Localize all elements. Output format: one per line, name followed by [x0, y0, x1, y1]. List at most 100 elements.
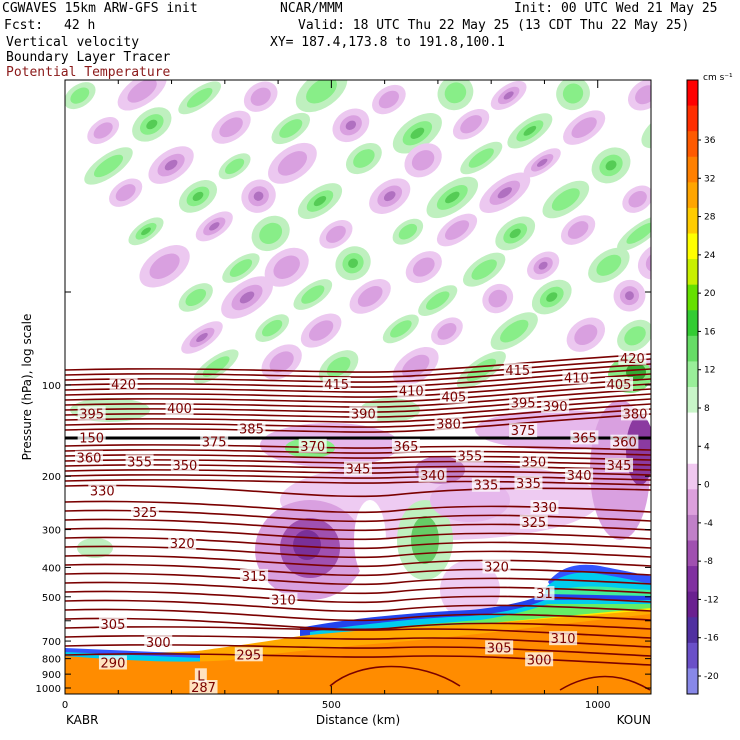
downdraft-cell: [319, 219, 353, 249]
x-axis-label: Distance (km): [316, 713, 400, 727]
updraft-cell: [617, 215, 651, 251]
colorbar-label: 24: [704, 251, 716, 261]
downdraft-cell: [404, 143, 442, 178]
theta-contour: [65, 599, 651, 613]
cell-inner: [186, 87, 213, 108]
theta-contour: [65, 368, 651, 388]
downdraft-cell: [300, 313, 342, 348]
downdraft-cell: [563, 110, 606, 145]
cell-inner: [219, 117, 243, 138]
cell-outer: [637, 243, 651, 280]
theta-label: 385: [239, 422, 264, 437]
theta-label-bg: [610, 434, 639, 449]
cell-inner: [402, 354, 430, 378]
downdraft-cell: [637, 243, 651, 280]
cell-inner: [378, 90, 399, 109]
theta-contour: [65, 644, 651, 657]
y-tick-label: 300: [42, 526, 61, 537]
cell-inner: [279, 119, 303, 138]
colorbar-label: 0: [704, 481, 710, 491]
cell-inner: [277, 151, 308, 176]
theta-label-bg: [418, 468, 447, 483]
theta-contour: [65, 554, 651, 568]
updraft-cell: [218, 153, 251, 180]
theta-label: 415: [324, 378, 349, 393]
theta-label: L: [197, 669, 205, 684]
theta-contours: [65, 353, 651, 691]
theta-label-bg: [237, 421, 266, 436]
cell-core: [192, 191, 204, 201]
updraft-cell: [132, 107, 172, 142]
updraft-cell: [463, 252, 506, 287]
cell-inner: [444, 82, 467, 104]
colorbar-swatch: [687, 566, 698, 593]
updraft-cell: [128, 217, 164, 246]
updraft-cell: [418, 285, 458, 316]
colorbar-label: -16: [704, 634, 719, 644]
y-tick-label: 400: [42, 563, 61, 574]
field-boundary-layer-tracer: Boundary Layer Tracer: [6, 50, 171, 65]
colorbar-swatch: [687, 207, 698, 234]
theta-label-bg: [570, 430, 599, 445]
tracer-main: [65, 614, 651, 694]
theta-label-bg: [144, 634, 173, 649]
theta-label: 345: [346, 462, 371, 477]
theta-label-bg: [541, 398, 570, 413]
updraft-cell: [382, 314, 419, 344]
theta-contour: [65, 635, 651, 648]
x-tick-label: 0: [62, 700, 68, 711]
cell-inner: [471, 259, 497, 280]
theta-contour: [65, 563, 651, 577]
theta-contour: [65, 527, 651, 541]
colorbar-swatch: [687, 642, 698, 669]
updraft-cell: [293, 279, 333, 310]
theta-label: 300: [527, 653, 552, 668]
theta-label-bg: [455, 448, 484, 463]
downdraft-cell: [622, 185, 651, 213]
updraft-cell: [335, 246, 371, 281]
cell-inner: [398, 223, 418, 240]
colorbar-swatch: [687, 156, 698, 183]
colorbar-swatch: [687, 105, 698, 132]
colorbar-label: 12: [704, 366, 715, 376]
downdraft-cell: [369, 178, 411, 214]
theta-label-bg: [530, 500, 559, 515]
cell-core: [536, 158, 548, 167]
cell-inner: [466, 358, 497, 382]
theta-label-bg: [509, 423, 538, 438]
y-tick-label: 1000: [36, 684, 61, 695]
theta-label: 320: [170, 537, 195, 552]
cell-inner: [628, 190, 647, 208]
downdraft-cell: [109, 178, 143, 207]
theta-label: 310: [271, 594, 296, 609]
colorbar-swatch: [687, 259, 698, 286]
theta-label: 310: [551, 632, 576, 647]
updraft-area: [77, 538, 113, 558]
cell-inner: [500, 319, 529, 343]
theta-label-bg: [98, 655, 127, 670]
cell-core: [538, 261, 548, 270]
theta-contour: [65, 413, 651, 433]
x-axis: 0 500 1000: [62, 80, 652, 711]
theta-label-bg: [562, 370, 591, 385]
updraft-cell: [345, 142, 382, 175]
cell-core: [497, 187, 512, 199]
colorbar-swatch: [687, 438, 698, 465]
downdraft-cell: [117, 80, 167, 111]
cell-core: [546, 292, 558, 302]
y-tick-label: 200: [42, 472, 61, 483]
y-tick-label: 100: [42, 381, 61, 392]
theta-label: 350: [521, 455, 546, 470]
theta-label: 330: [90, 485, 115, 500]
cell-inner: [390, 320, 412, 338]
updraft-cell: [84, 147, 133, 185]
cell-outer: [706, 238, 740, 291]
theta-label: 400: [167, 402, 192, 417]
theta-label: 395: [511, 396, 536, 411]
colorbar-swatch: [687, 335, 698, 362]
downdraft-cell: [243, 81, 278, 112]
theta-label-bg: [549, 631, 578, 646]
colorbar-label: -12: [704, 595, 719, 605]
cell-core: [146, 119, 158, 130]
updraft-cell: [531, 279, 572, 315]
